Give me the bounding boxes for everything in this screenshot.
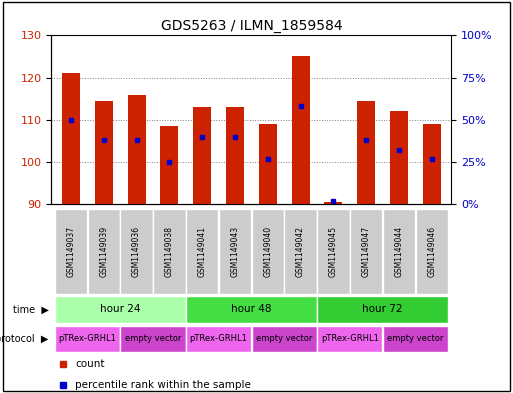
Bar [291, 57, 309, 204]
Text: pTRex-GRHL1: pTRex-GRHL1 [321, 334, 379, 343]
Text: count: count [75, 358, 105, 369]
Bar [55, 209, 87, 294]
Text: pTRex-GRHL1: pTRex-GRHL1 [58, 334, 116, 343]
Text: GSM1149046: GSM1149046 [427, 226, 436, 277]
Bar [317, 209, 349, 294]
Text: GSM1149044: GSM1149044 [394, 226, 403, 277]
Bar [121, 326, 186, 352]
Text: empty vector: empty vector [125, 334, 181, 343]
Bar [95, 101, 113, 204]
Bar [161, 126, 179, 204]
Bar [186, 209, 219, 294]
Bar [416, 209, 448, 294]
Text: GSM1149036: GSM1149036 [132, 226, 141, 277]
Text: GSM1149047: GSM1149047 [362, 226, 371, 277]
Text: GSM1149042: GSM1149042 [296, 226, 305, 277]
Bar [383, 326, 448, 352]
Bar [383, 209, 415, 294]
Text: GSM1149043: GSM1149043 [230, 226, 240, 277]
Text: empty vector: empty vector [387, 334, 444, 343]
Text: protocol  ▶: protocol ▶ [0, 334, 49, 344]
Bar [128, 94, 146, 204]
Text: GSM1149038: GSM1149038 [165, 226, 174, 277]
Bar [226, 107, 244, 204]
Text: time  ▶: time ▶ [13, 305, 49, 314]
Bar [251, 209, 284, 294]
Text: percentile rank within the sample: percentile rank within the sample [75, 380, 251, 390]
Text: empty vector: empty vector [256, 334, 312, 343]
Bar [390, 112, 408, 204]
Bar [284, 209, 317, 294]
Bar [317, 326, 382, 352]
Title: GDS5263 / ILMN_1859584: GDS5263 / ILMN_1859584 [161, 19, 342, 33]
Bar [62, 73, 80, 204]
Bar [324, 202, 342, 204]
Bar [186, 296, 317, 323]
Bar [219, 209, 251, 294]
Text: GSM1149039: GSM1149039 [100, 226, 108, 277]
Bar [88, 209, 120, 294]
Bar [55, 296, 186, 323]
Text: GSM1149041: GSM1149041 [198, 226, 207, 277]
Text: GSM1149045: GSM1149045 [329, 226, 338, 277]
Bar [423, 124, 441, 204]
Text: pTRex-GRHL1: pTRex-GRHL1 [190, 334, 247, 343]
Bar [251, 326, 317, 352]
Text: hour 48: hour 48 [231, 305, 271, 314]
Bar [350, 209, 382, 294]
Bar [186, 326, 251, 352]
Bar [317, 296, 448, 323]
Text: hour 24: hour 24 [100, 305, 141, 314]
Bar [55, 326, 120, 352]
Text: GSM1149037: GSM1149037 [67, 226, 75, 277]
Bar [357, 101, 375, 204]
Bar [121, 209, 153, 294]
Bar [259, 124, 277, 204]
Bar [193, 107, 211, 204]
Text: GSM1149040: GSM1149040 [263, 226, 272, 277]
Bar [153, 209, 186, 294]
Text: hour 72: hour 72 [362, 305, 403, 314]
